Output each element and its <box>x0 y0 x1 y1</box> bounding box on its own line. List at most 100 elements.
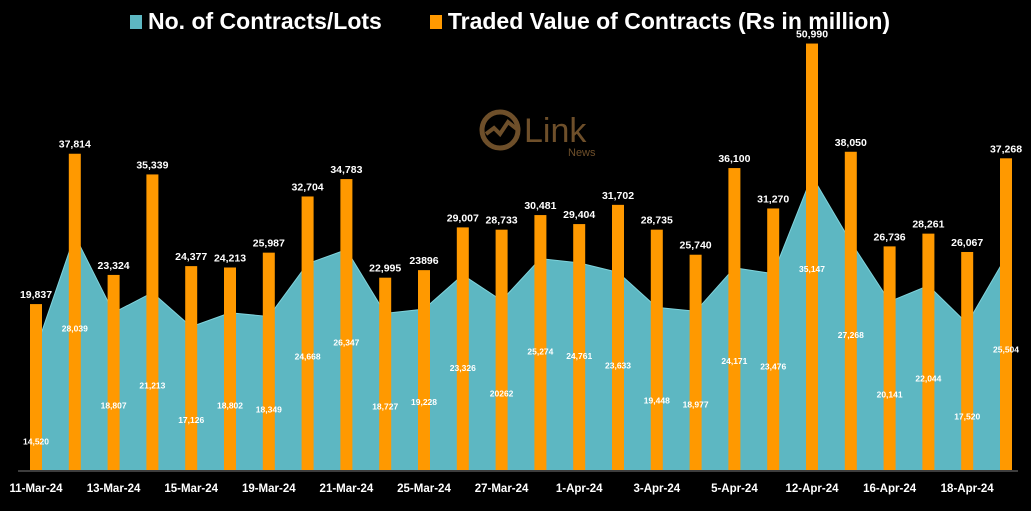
bar-data-label: 26,067 <box>951 237 983 249</box>
bar-data-label: 38,050 <box>835 137 867 149</box>
area-data-label: 18,977 <box>683 399 709 409</box>
x-tick-label: 1-Apr-24 <box>556 483 603 495</box>
bar-traded-value <box>68 153 81 470</box>
area-data-label: 17,520 <box>954 411 980 421</box>
bar-traded-value <box>224 267 236 470</box>
area-data-label: 18,727 <box>372 401 398 411</box>
bar-data-label: 24,213 <box>214 252 246 264</box>
bar-traded-value <box>495 229 508 470</box>
bar-traded-value <box>1000 158 1012 470</box>
bar-data-label: 23,324 <box>98 260 130 272</box>
area-data-label: 23,633 <box>605 360 631 370</box>
bar-data-label: 28,733 <box>486 215 518 227</box>
area-data-label: 18,349 <box>256 405 282 415</box>
bar-data-label: 35,339 <box>136 159 168 171</box>
bar-data-label: 23896 <box>409 255 438 267</box>
area-data-label: 24,668 <box>295 352 321 362</box>
area-data-label: 21,213 <box>139 381 165 391</box>
watermark-subtext: News <box>568 147 596 159</box>
area-data-label: 24,171 <box>721 356 747 366</box>
area-data-label: 25,274 <box>527 347 553 357</box>
x-tick-label: 27-Mar-24 <box>475 483 529 495</box>
bar-traded-value <box>806 43 818 471</box>
bar-traded-value <box>612 204 624 470</box>
x-tick-label: 15-Mar-24 <box>164 483 218 495</box>
bar-data-label: 37,814 <box>59 139 91 151</box>
legend-label-traded-value: Traded Value of Contracts (Rs in million… <box>447 8 891 34</box>
legend: No. of Contracts/Lots Traded Value of Co… <box>130 8 938 35</box>
bar-data-label: 50,990 <box>796 29 828 41</box>
bar-data-label: 29,007 <box>447 212 479 224</box>
area-data-label: 22,044 <box>915 374 941 384</box>
bar-data-label: 30,481 <box>524 200 556 212</box>
x-tick-label: 11-Mar-24 <box>9 483 63 495</box>
area-data-label: 14,520 <box>23 437 49 447</box>
bar-traded-value <box>728 168 741 470</box>
area-data-label: 23,326 <box>450 363 476 373</box>
area-data-label: 20262 <box>490 389 514 399</box>
legend-label-contracts: No. of Contracts/Lots <box>148 8 382 34</box>
x-tick-label: 18-Apr-24 <box>941 483 995 495</box>
area-data-label: 19,228 <box>411 397 437 407</box>
area-data-label: 19,448 <box>644 395 670 405</box>
bar-data-label: 22,995 <box>369 263 401 275</box>
bar-traded-value <box>922 233 935 470</box>
link-logo-icon: Link News <box>479 109 596 159</box>
watermark-text: Link <box>524 112 587 150</box>
legend-item-traded-value: Traded Value of Contracts (Rs in million… <box>429 8 891 35</box>
x-tick-label: 25-Mar-24 <box>397 483 451 495</box>
bar-traded-value <box>573 224 586 470</box>
area-data-label: 27,268 <box>838 330 864 340</box>
area-data-label: 23,476 <box>760 362 786 372</box>
x-tick-label: 19-Mar-24 <box>242 483 296 495</box>
area-data-label: 20,141 <box>877 390 903 400</box>
bar-traded-value <box>379 277 392 470</box>
bar-traded-value <box>961 251 974 470</box>
bar-traded-value <box>30 304 42 470</box>
legend-item-contracts: No. of Contracts/Lots <box>130 8 382 35</box>
area-data-label: 17,126 <box>178 415 204 425</box>
area-data-label: 18,802 <box>217 401 243 411</box>
bar-data-label: 34,783 <box>330 164 362 176</box>
bar-data-label: 28,261 <box>912 219 944 231</box>
bar-traded-value <box>146 174 159 471</box>
x-tick-label: 5-Apr-24 <box>711 483 758 495</box>
bar-traded-value <box>340 179 353 470</box>
area-contracts-line <box>35 174 1007 349</box>
x-tick-label: 13-Mar-24 <box>87 483 141 495</box>
bar-data-label: 36,100 <box>718 153 750 165</box>
bar-data-label: 29,404 <box>563 209 595 221</box>
bar-data-label: 19,837 <box>20 289 52 301</box>
bar-traded-value <box>689 254 702 470</box>
bar-data-label: 25,740 <box>680 240 712 252</box>
bar-data-label: 25,987 <box>253 238 285 250</box>
bar-traded-value <box>534 215 547 470</box>
area-data-label: 24,761 <box>566 351 592 361</box>
watermark-logo: Link News <box>478 104 608 164</box>
x-tick-label: 3-Apr-24 <box>633 483 680 495</box>
bar-data-label: 26,736 <box>874 231 906 243</box>
bar-traded-value <box>185 266 198 470</box>
area-data-label: 25,504 <box>993 345 1019 355</box>
bar-data-label: 31,270 <box>757 193 789 205</box>
bar-traded-value <box>844 151 857 470</box>
bar-data-label: 32,704 <box>292 181 324 193</box>
bar-traded-value <box>883 246 896 470</box>
bar-data-label: 37,268 <box>990 143 1022 155</box>
bar-data-label: 31,702 <box>602 190 634 202</box>
bar-traded-value <box>456 227 469 470</box>
x-tick-label: 12-Apr-24 <box>785 483 839 495</box>
x-tick-label: 21-Mar-24 <box>320 483 374 495</box>
bar-traded-value <box>418 270 430 470</box>
legend-swatch-contracts <box>130 14 142 29</box>
bar-traded-value <box>262 252 275 470</box>
bar-traded-value <box>767 208 780 470</box>
area-data-label: 18,807 <box>101 401 127 411</box>
bar-traded-value <box>301 196 314 470</box>
area-contracts <box>36 176 1006 470</box>
legend-swatch-traded-value <box>429 14 442 29</box>
x-tick-label: 16-Apr-24 <box>863 483 917 495</box>
bar-traded-value <box>650 229 663 470</box>
